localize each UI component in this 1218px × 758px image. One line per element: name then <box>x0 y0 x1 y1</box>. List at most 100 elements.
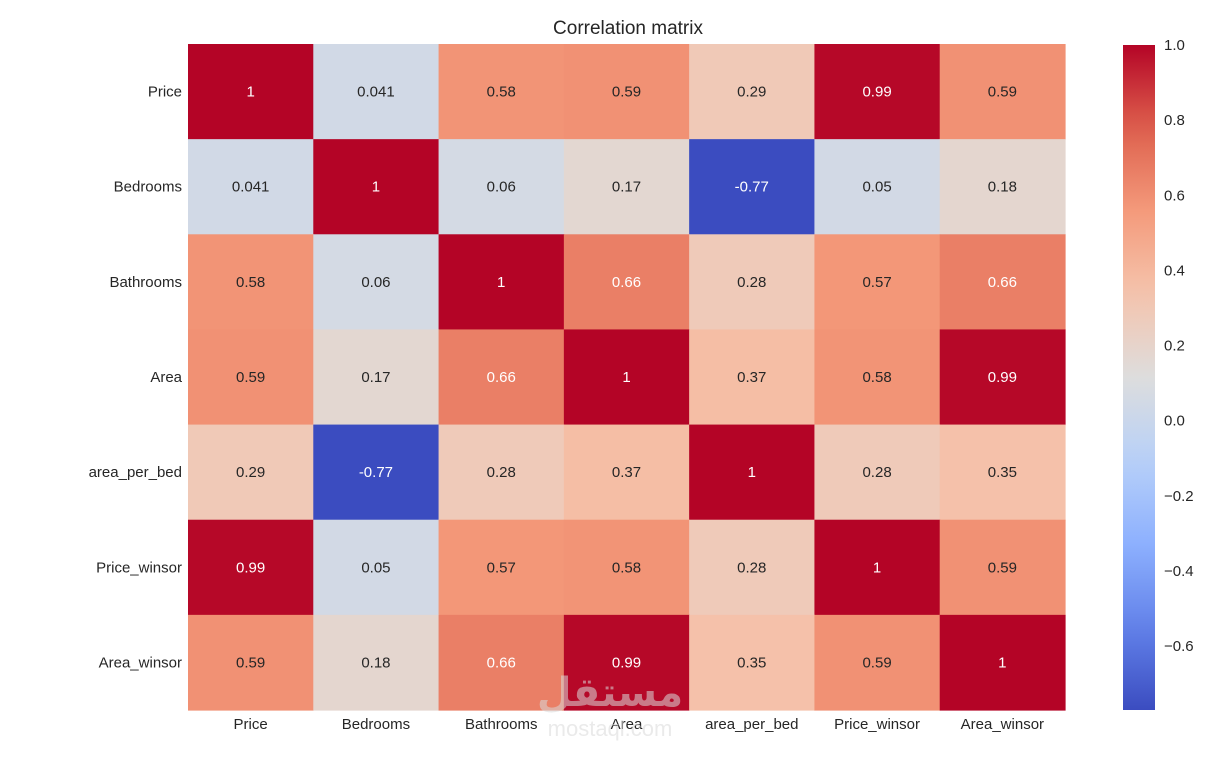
colorbar-gradient <box>1123 45 1155 710</box>
colorbar-tick-label: 0.0 <box>1164 413 1185 430</box>
heatmap-cell <box>438 234 565 331</box>
heatmap-cell <box>939 329 1066 426</box>
cell-value-label: 0.29 <box>236 464 265 481</box>
cell-value-label: 0.57 <box>862 274 891 291</box>
x-tick-label: Price <box>234 716 268 733</box>
x-tick-label: Area <box>611 716 643 733</box>
heatmap-cell <box>814 614 941 711</box>
heatmap-cell <box>563 234 690 331</box>
heatmap-cell <box>939 614 1066 711</box>
heatmap-cell <box>438 44 565 140</box>
heatmap-cell <box>689 329 816 426</box>
cell-value-label: 0.37 <box>612 464 641 481</box>
heatmap-cell <box>689 44 816 140</box>
cell-value-label: 0.041 <box>232 179 270 196</box>
y-tick-label: Price_winsor <box>96 559 182 576</box>
heatmap-cell <box>563 329 690 426</box>
heatmap-cell <box>689 424 816 521</box>
cell-value-label: 0.35 <box>988 464 1017 481</box>
heatmap-cell <box>563 44 690 140</box>
heatmap-cell <box>814 329 941 426</box>
y-tick-label: Area <box>150 369 182 386</box>
cell-value-label: 0.58 <box>236 274 265 291</box>
cell-value-label: 0.57 <box>487 559 516 576</box>
heatmap-cell <box>939 424 1066 521</box>
heatmap-cell <box>438 424 565 521</box>
heatmap-cell <box>313 424 440 521</box>
heatmap-cell <box>814 44 941 140</box>
heatmap-cells <box>188 44 1066 711</box>
heatmap-cell <box>814 519 941 616</box>
cell-value-label: 0.28 <box>737 559 766 576</box>
cell-value-label: 0.06 <box>361 274 390 291</box>
cell-value-label: 0.66 <box>612 274 641 291</box>
heatmap-cell <box>689 614 816 711</box>
heatmap-cell <box>313 329 440 426</box>
colorbar-tick-label: −0.4 <box>1164 563 1194 580</box>
cell-value-label: 0.59 <box>236 654 265 671</box>
cell-value-label: 0.66 <box>487 654 516 671</box>
colorbar-tick-label: −0.2 <box>1164 488 1194 505</box>
watermark: مستقل mostaql.com <box>537 671 683 741</box>
heatmap-cell <box>814 139 941 235</box>
x-tick-labels: Price Bedrooms Bathrooms Area area_per_bed Pr… <box>234 716 1044 733</box>
cell-value-label: -0.77 <box>735 179 769 196</box>
cell-value-label: 0.28 <box>862 464 891 481</box>
cell-value-label: 0.99 <box>612 654 641 671</box>
heatmap-cell <box>188 614 314 711</box>
y-tick-labels: Price Bedrooms Bathrooms Area area_per_bed Pr… <box>89 84 183 672</box>
heatmap-cell <box>188 234 314 331</box>
cell-value-label: 0.66 <box>487 369 516 386</box>
heatmap-cell <box>563 519 690 616</box>
x-tick-label: Price_winsor <box>834 716 920 733</box>
colorbar-tick-label: 0.4 <box>1164 262 1185 279</box>
cell-value-label: 0.59 <box>612 84 641 101</box>
heatmap-cell <box>438 519 565 616</box>
cell-value-label: 0.35 <box>737 654 766 671</box>
cell-value-label: 0.99 <box>988 369 1017 386</box>
cell-value-label: 1 <box>998 654 1006 671</box>
heatmap-cell <box>438 139 565 235</box>
cell-value-label: 0.58 <box>862 369 891 386</box>
cell-value-label: 0.18 <box>361 654 390 671</box>
cell-value-label: 0.59 <box>862 654 891 671</box>
cell-value-label: 0.59 <box>988 84 1017 101</box>
y-tick-label: Bedrooms <box>114 179 182 196</box>
cell-value-label: 0.59 <box>236 369 265 386</box>
cell-value-label: 0.05 <box>361 559 390 576</box>
cell-value-label: 1 <box>622 369 630 386</box>
heatmap-cell <box>188 139 314 235</box>
heatmap-cell <box>939 519 1066 616</box>
colorbar-tick-label: 0.2 <box>1164 338 1185 355</box>
heatmap-cell <box>188 44 314 140</box>
cell-value-label: 0.17 <box>612 179 641 196</box>
cell-value-label: 0.28 <box>487 464 516 481</box>
heatmap-cell <box>689 139 816 235</box>
y-tick-label: Bathrooms <box>109 274 182 291</box>
cell-value-label: 0.99 <box>236 559 265 576</box>
y-tick-label: area_per_bed <box>89 464 182 481</box>
cell-value-label: 0.66 <box>988 274 1017 291</box>
heatmap-cell <box>939 44 1066 140</box>
heatmap-cell <box>188 519 314 616</box>
cell-value-label: 0.041 <box>357 84 395 101</box>
heatmap-cell <box>313 44 440 140</box>
cell-value-label: 1 <box>497 274 505 291</box>
heatmap-cell <box>563 424 690 521</box>
x-tick-label: Bathrooms <box>465 716 538 733</box>
heatmap-cell <box>814 424 941 521</box>
x-tick-label: Area_winsor <box>961 716 1044 733</box>
cell-value-label: -0.77 <box>359 464 393 481</box>
cell-value-label: 0.99 <box>862 84 891 101</box>
heatmap-cell <box>313 614 440 711</box>
x-tick-label: Bedrooms <box>342 716 410 733</box>
heatmap-cell <box>689 519 816 616</box>
cell-value-label: 0.28 <box>737 274 766 291</box>
colorbar: 1.0 0.8 0.6 0.4 0.2 0.0 −0.2 −0.4 −0.6 <box>1123 37 1194 710</box>
cell-value-label: 0.29 <box>737 84 766 101</box>
heatmap-cell <box>438 614 565 711</box>
heatmap-cell-labels: 1 0.041 0.58 0.59 0.29 0.99 0.59 0.041 1 0.06 0.17… <box>232 84 1017 672</box>
cell-value-label: 0.18 <box>988 179 1017 196</box>
